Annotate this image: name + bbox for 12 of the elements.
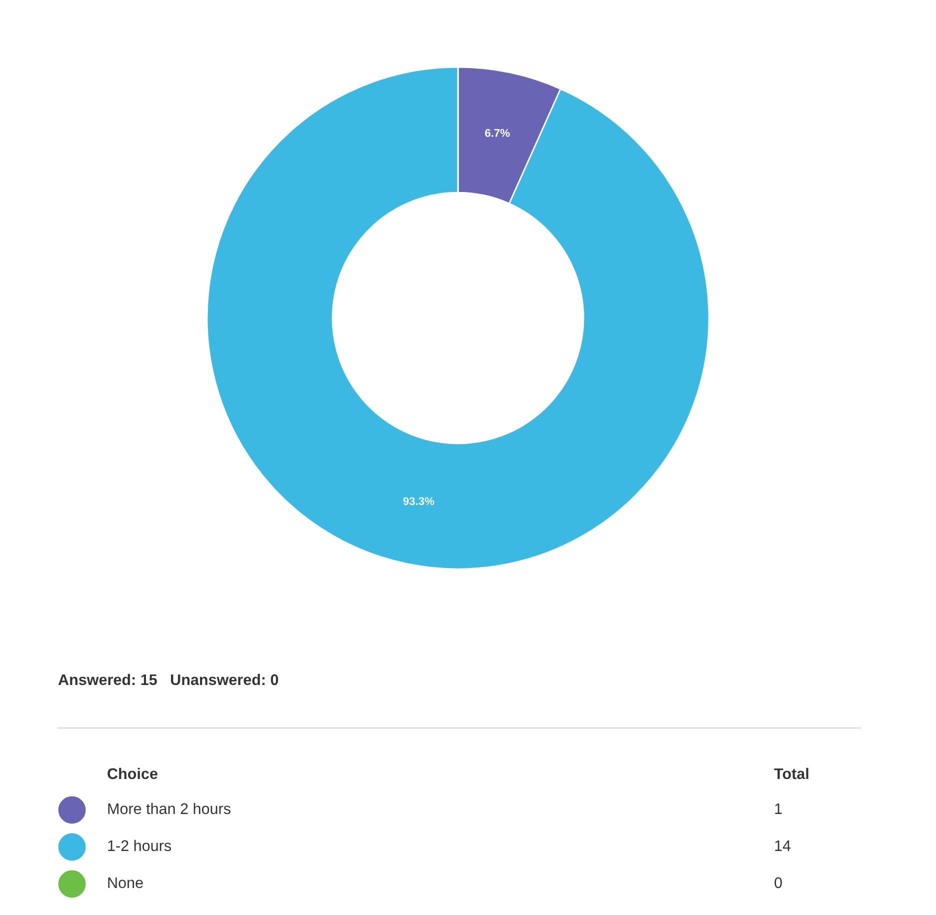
text: 0 xyxy=(774,877,782,888)
legend-label: More than 2 hours xyxy=(108,802,230,814)
legend-label: 1-2 hours xyxy=(108,840,171,852)
data-label: 6.7% xyxy=(485,129,510,137)
text: Answered: 15 Unanswered: 0 xyxy=(58,674,278,686)
text: 14 xyxy=(775,840,791,851)
text: Total xyxy=(774,768,808,780)
donut-slice xyxy=(206,66,710,570)
text: 1 xyxy=(775,803,782,814)
legend-label: None xyxy=(108,877,143,888)
data-label: 93.3% xyxy=(403,497,434,506)
legend-title: Choice xyxy=(108,768,158,780)
